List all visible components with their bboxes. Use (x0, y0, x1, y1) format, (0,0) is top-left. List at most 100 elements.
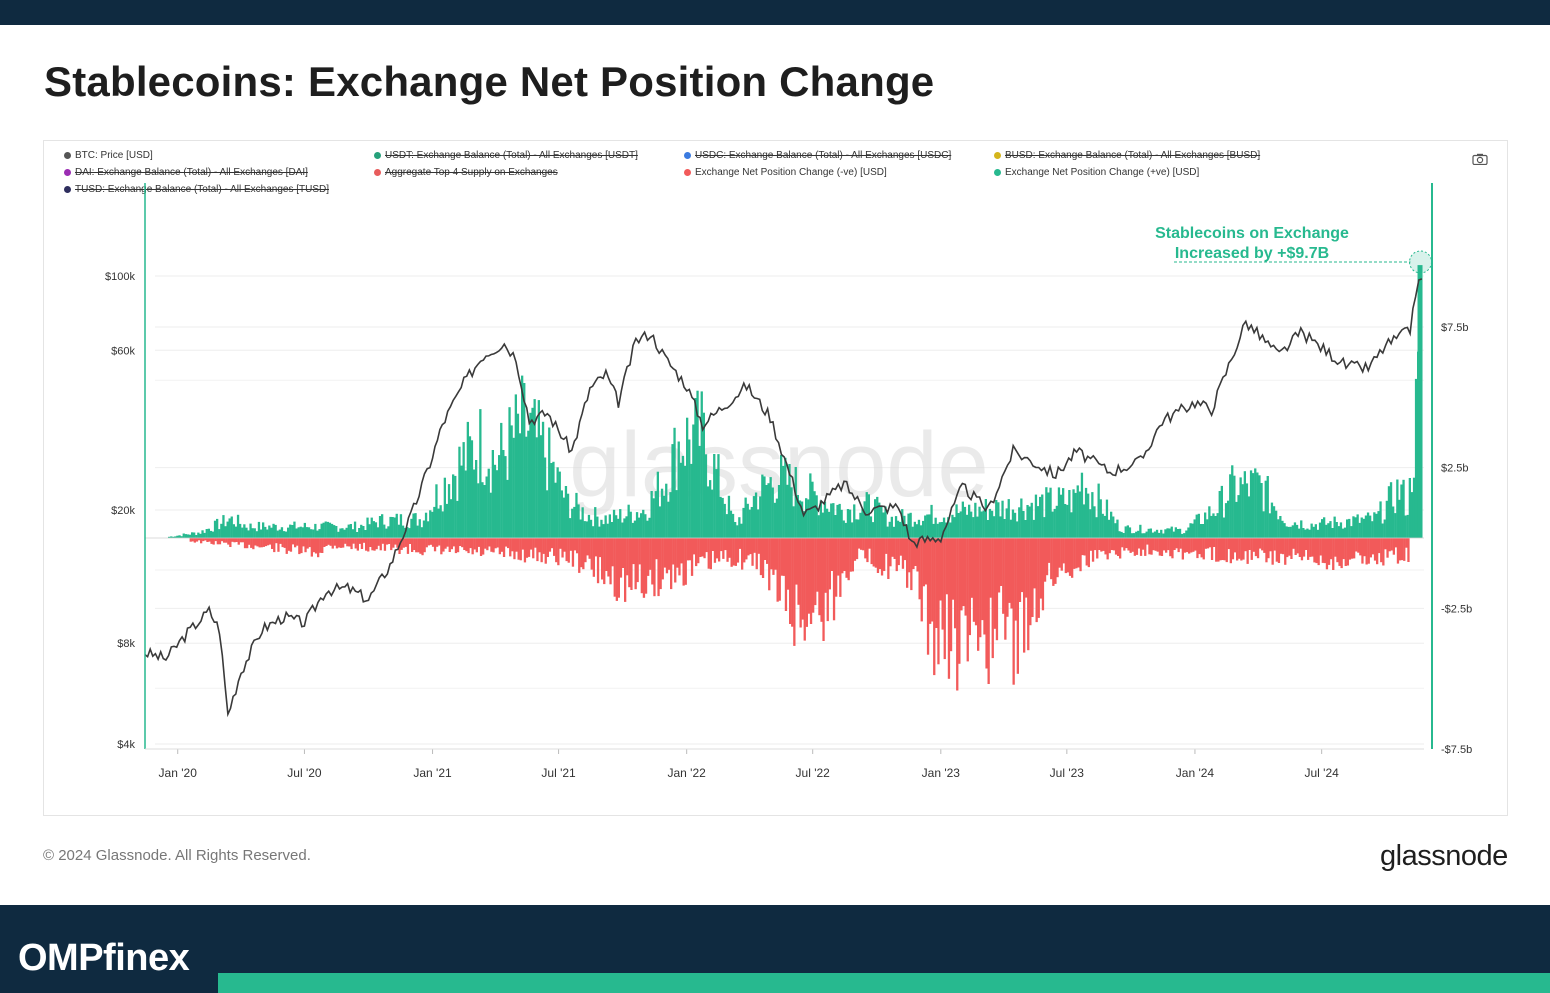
positive-bar (903, 515, 906, 538)
positive-bar (1166, 528, 1169, 538)
positive-bar (203, 532, 206, 538)
positive-bar (1208, 506, 1211, 538)
negative-bar (682, 538, 685, 586)
positive-bar (543, 457, 547, 538)
negative-bar (1202, 538, 1205, 560)
negative-bar (774, 538, 777, 570)
positive-bar (942, 517, 946, 538)
negative-bar (515, 538, 518, 552)
negative-bar (862, 538, 865, 551)
positive-bar (924, 515, 927, 538)
positive-bar (1024, 520, 1027, 538)
positive-bar (1264, 480, 1267, 538)
positive-bar (1191, 523, 1194, 538)
positive-bar (819, 500, 822, 538)
negative-bar (204, 538, 207, 541)
legend-item-aggregate-top4[interactable]: Aggregate Top 4 Supply on Exchanges (374, 167, 558, 178)
positive-bar (512, 437, 515, 538)
left-axis-tick-label: $100k (105, 271, 135, 283)
positive-bar (1028, 506, 1031, 538)
negative-bar (310, 538, 313, 557)
negative-bar (342, 538, 345, 548)
negative-bar (734, 538, 737, 566)
positive-bar (790, 487, 793, 538)
negative-bar (1386, 538, 1389, 558)
negative-bar (715, 538, 719, 559)
negative-bar (1068, 538, 1072, 576)
positive-bar (412, 513, 415, 538)
positive-bar (594, 507, 597, 538)
positive-bar (1068, 490, 1071, 538)
negative-bar (858, 538, 861, 549)
positive-bar (1389, 482, 1393, 538)
negative-bar (1190, 538, 1193, 553)
x-axis-tick-label: Jul '21 (541, 766, 576, 780)
legend-item-usdc-balance[interactable]: USDC: Exchange Balance (Total) - All Exc… (684, 150, 951, 161)
negative-bar (655, 538, 658, 560)
positive-bar (1110, 511, 1113, 538)
positive-bar (558, 471, 561, 538)
negative-bar (1043, 538, 1047, 582)
positive-bar (216, 518, 219, 538)
legend-item-usdt-balance[interactable]: USDT: Exchange Balance (Total) - All Exc… (374, 150, 638, 161)
positive-bar (1331, 528, 1334, 538)
positive-bar (362, 526, 365, 538)
negative-bar (419, 538, 422, 554)
positive-bar (784, 457, 787, 538)
positive-bar (830, 503, 833, 538)
positive-bar (366, 517, 369, 538)
negative-bar (411, 538, 414, 552)
positive-bar (1183, 533, 1186, 538)
legend-item-dai-balance[interactable]: DAI: Exchange Balance (Total) - All Exch… (64, 167, 308, 178)
negative-bar (816, 538, 819, 592)
camera-icon[interactable] (1472, 153, 1488, 165)
positive-bar (878, 502, 881, 538)
positive-bar (1133, 533, 1136, 538)
positive-bar (278, 529, 281, 538)
positive-bar (1137, 530, 1140, 538)
negative-bar (1073, 538, 1076, 569)
negative-bar (406, 538, 410, 554)
left-axis-tick-label: $4k (117, 739, 135, 751)
positive-bar (232, 524, 235, 538)
positive-bar (1176, 529, 1180, 538)
positive-bar (1141, 533, 1144, 538)
positive-bar (218, 529, 221, 538)
positive-bar (1087, 493, 1090, 538)
negative-bar (603, 538, 606, 585)
glassnode-logo: glassnode (1380, 840, 1508, 872)
positive-bar (1241, 484, 1244, 538)
positive-bar (769, 477, 772, 538)
negative-bar (1231, 538, 1235, 560)
legend-item-net-positive[interactable]: Exchange Net Position Change (+ve) [USD] (994, 167, 1199, 178)
positive-bar (1145, 531, 1148, 538)
positive-bar (679, 462, 682, 538)
positive-bar (846, 509, 850, 538)
positive-bar (259, 529, 263, 538)
legend-item-btc-price[interactable]: BTC: Price [USD] (64, 150, 153, 161)
negative-bar (979, 538, 982, 638)
legend-item-busd-balance[interactable]: BUSD: Exchange Balance (Total) - All Exc… (994, 150, 1260, 161)
negative-bar (962, 538, 965, 607)
negative-bar (628, 538, 631, 588)
legend-item-net-negative[interactable]: Exchange Net Position Change (-ve) [USD] (684, 167, 887, 178)
negative-bar (576, 538, 579, 554)
positive-bar (692, 424, 695, 538)
negative-bar (755, 538, 758, 570)
positive-bar (750, 507, 753, 538)
negative-bar (644, 538, 648, 594)
negative-bar (692, 538, 696, 555)
negative-bar (743, 538, 746, 563)
negative-bar (1327, 538, 1331, 565)
positive-bar (1287, 526, 1290, 538)
legend-item-tusd-balance[interactable]: TUSD: Exchange Balance (Total) - All Exc… (64, 184, 329, 195)
negative-bar (454, 538, 458, 554)
negative-bar (1162, 538, 1166, 551)
positive-bar (1406, 514, 1409, 538)
positive-bar (322, 522, 325, 538)
negative-bar (1311, 538, 1314, 557)
negative-bar (766, 538, 769, 564)
positive-bar (880, 506, 883, 538)
negative-bar (1321, 538, 1324, 563)
negative-bar (505, 538, 508, 547)
